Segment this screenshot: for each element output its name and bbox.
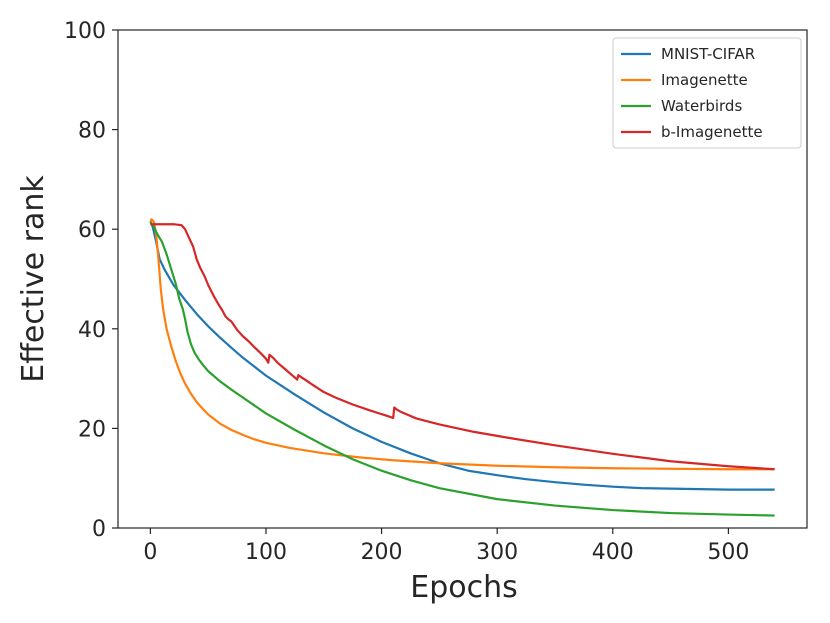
x-tick-label: 500 bbox=[707, 540, 749, 565]
y-tick-label: 100 bbox=[64, 19, 106, 44]
x-axis-label: Epochs bbox=[410, 570, 518, 605]
series-line-mnist-cifar bbox=[149, 221, 775, 491]
legend-label: Imagenette bbox=[661, 71, 748, 89]
y-tick-label: 40 bbox=[78, 318, 106, 343]
x-tick-label: 100 bbox=[245, 540, 287, 565]
x-axis-ticks: 0 100 200 300 400 500 bbox=[143, 528, 749, 565]
x-tick-label: 300 bbox=[476, 540, 518, 565]
y-tick-label: 60 bbox=[78, 218, 106, 243]
x-tick-label: 0 bbox=[143, 540, 157, 565]
plot-area bbox=[149, 218, 775, 517]
legend-box bbox=[612, 37, 802, 149]
series-line-waterbirds bbox=[149, 221, 775, 517]
legend-label: MNIST-CIFAR bbox=[661, 45, 755, 63]
series-line-b-imagenette bbox=[150, 223, 775, 471]
series-line-imagenette bbox=[149, 218, 775, 471]
y-tick-label: 80 bbox=[78, 119, 106, 144]
legend-label: Waterbirds bbox=[661, 97, 742, 115]
y-tick-label: 0 bbox=[92, 517, 106, 542]
x-tick-label: 200 bbox=[361, 540, 403, 565]
legend-label: b-Imagenette bbox=[661, 123, 763, 141]
axes-frame bbox=[117, 29, 808, 529]
legend: MNIST-CIFAR Imagenette Waterbirds b-Imagene… bbox=[612, 37, 802, 149]
y-tick-label: 20 bbox=[78, 417, 106, 442]
y-axis-ticks: 0 20 40 60 80 100 bbox=[64, 19, 118, 542]
y-axis-label: Effective rank bbox=[16, 175, 51, 383]
x-tick-label: 400 bbox=[592, 540, 634, 565]
